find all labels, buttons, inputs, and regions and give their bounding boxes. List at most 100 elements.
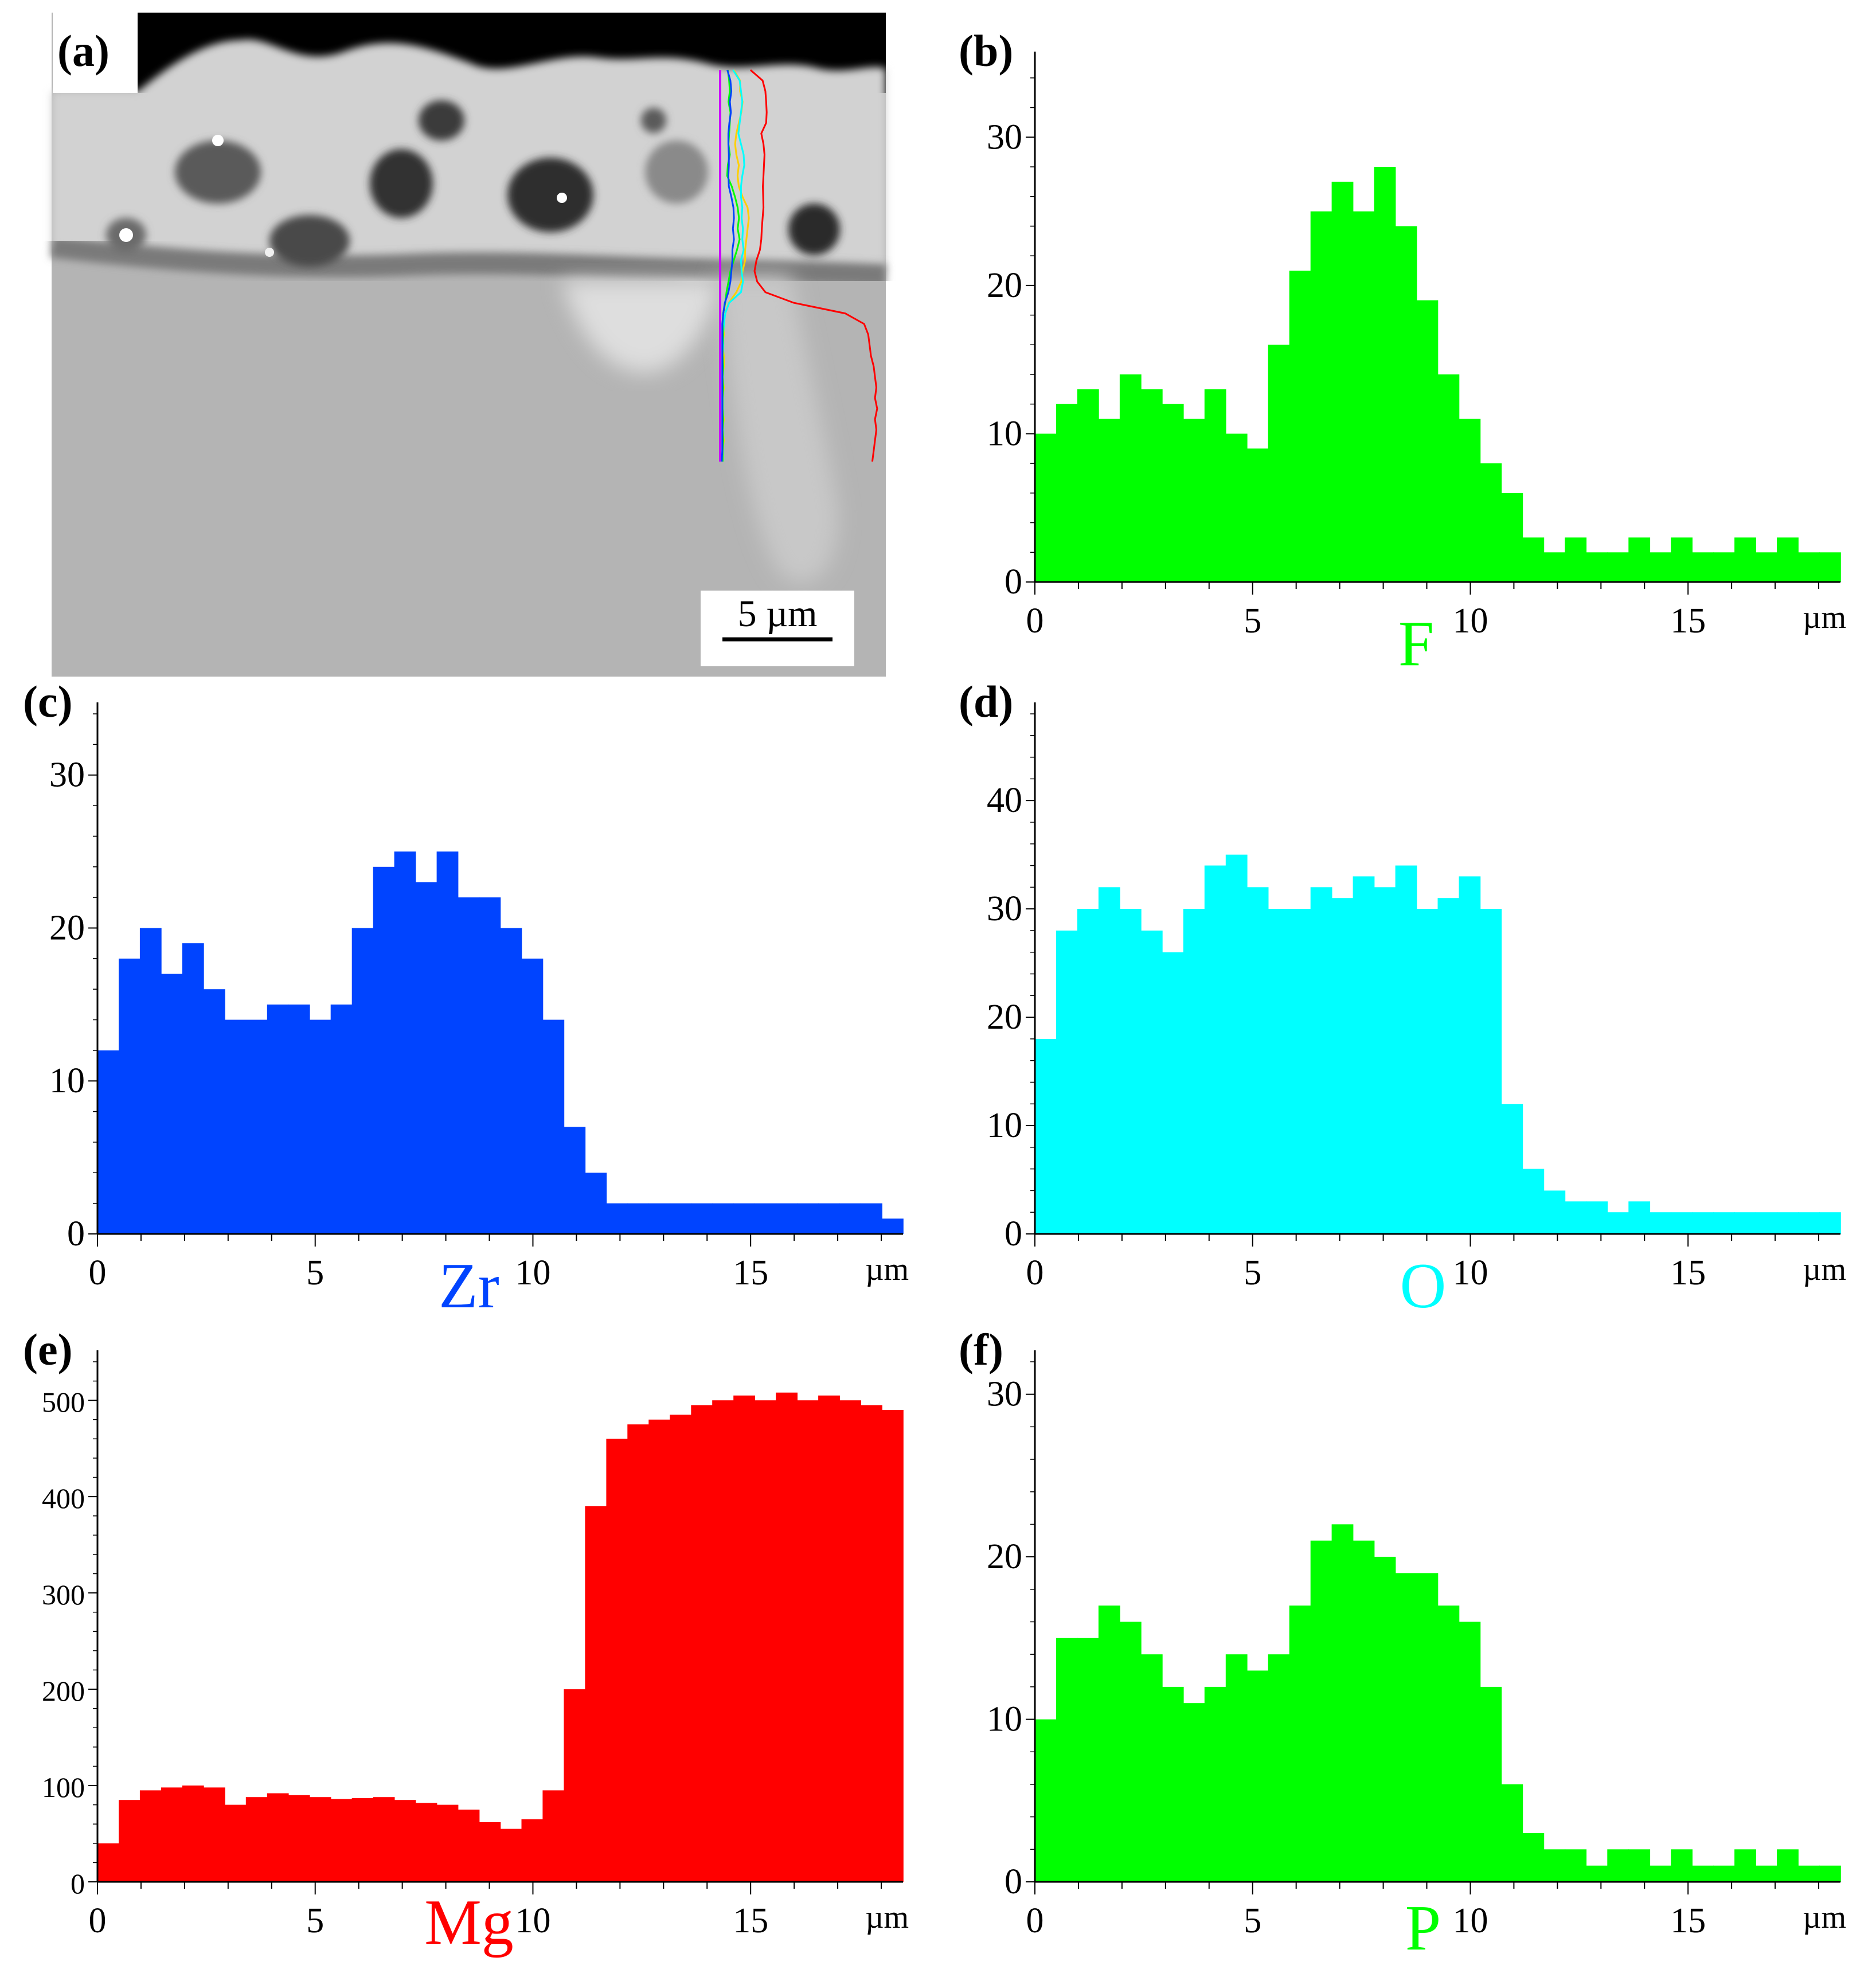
x-tick-label-Mg-10: 10 (515, 1901, 550, 1940)
bar-Mg-27 (670, 1415, 692, 1882)
bar-F-21 (1480, 463, 1502, 582)
y-tick-label-P-20: 20 (987, 1537, 1022, 1576)
y-tick-label-Mg-400: 400 (42, 1482, 85, 1514)
bar-O-17 (1395, 865, 1417, 1234)
bar-Zr-1 (119, 958, 140, 1234)
bar-F-3 (1098, 419, 1120, 582)
bar-Mg-0 (97, 1843, 119, 1882)
panel-label-c: (c) (23, 677, 73, 726)
bar-P-12 (1289, 1605, 1311, 1882)
bar-O-27 (1607, 1212, 1629, 1234)
y-tick-label-O-30: 30 (987, 889, 1022, 928)
bar-P-30 (1671, 1849, 1693, 1882)
bar-O-11 (1268, 909, 1290, 1234)
bar-Zr-16 (436, 851, 459, 1234)
panel-label-b: (b) (959, 26, 1013, 76)
bar-Zr-28 (691, 1203, 713, 1234)
bar-P-11 (1268, 1654, 1290, 1882)
bar-Mg-2 (139, 1790, 162, 1882)
x-unit-Mg: µm (865, 1900, 909, 1935)
bar-O-6 (1162, 952, 1184, 1234)
bar-O-14 (1331, 898, 1354, 1234)
bar-Mg-29 (712, 1400, 734, 1882)
x-tick-label-F-5: 5 (1244, 601, 1261, 640)
bar-Zr-2 (139, 928, 162, 1234)
bar-Mg-6 (224, 1804, 247, 1882)
bar-P-23 (1522, 1833, 1545, 1882)
x-tick-label-P-10: 10 (1452, 1901, 1488, 1940)
bar-F-1 (1056, 404, 1078, 582)
bar-F-15 (1353, 211, 1375, 583)
bar-P-18 (1416, 1573, 1439, 1882)
bar-O-37 (1819, 1212, 1841, 1234)
bar-Mg-33 (797, 1400, 819, 1882)
scale-bar-label: 5 µm (738, 593, 818, 635)
panel-label-e: (e) (23, 1325, 73, 1374)
chart-P: 0 5 10 15 µm 0 10 20 30 (987, 1350, 1846, 1940)
x-tick-label-Zr-10: 10 (515, 1253, 550, 1292)
bar-F-27 (1607, 552, 1629, 582)
chart-O: 0 5 10 15 µm 0 10 20 30 40 (987, 702, 1846, 1292)
bar-O-24 (1543, 1190, 1566, 1234)
bar-O-19 (1437, 898, 1460, 1234)
sem-linescan (719, 69, 878, 462)
bar-P-25 (1565, 1849, 1587, 1882)
bar-O-16 (1374, 887, 1396, 1234)
bar-P-29 (1650, 1865, 1671, 1882)
bar-P-37 (1819, 1865, 1841, 1882)
x-tick-label-Zr-0: 0 (89, 1253, 107, 1292)
y-tick-label-F-20: 20 (987, 266, 1022, 305)
x-tick-label-Mg-5: 5 (306, 1901, 324, 1940)
bar-Zr-0 (97, 1050, 119, 1234)
bar-Mg-26 (648, 1419, 671, 1882)
bar-Mg-16 (436, 1804, 459, 1882)
bar-Mg-17 (458, 1810, 480, 1882)
bar-P-0 (1035, 1719, 1057, 1882)
bar-P-7 (1183, 1703, 1205, 1882)
element-label-O: O (1400, 1251, 1447, 1322)
bar-P-20 (1459, 1622, 1481, 1882)
bar-O-20 (1459, 876, 1481, 1234)
x-tick-label-P-15: 15 (1670, 1901, 1706, 1940)
x-unit-F: µm (1803, 600, 1846, 635)
bar-O-26 (1586, 1201, 1608, 1234)
bar-Zr-33 (797, 1203, 819, 1234)
bar-Zr-22 (564, 1127, 586, 1234)
bar-Zr-7 (245, 1019, 268, 1234)
bar-O-3 (1098, 887, 1120, 1234)
y-tick-label-Mg-200: 200 (42, 1675, 85, 1707)
bar-Zr-21 (542, 1019, 565, 1234)
bar-F-9 (1225, 433, 1248, 582)
bar-Mg-21 (542, 1790, 565, 1882)
x-unit-P: µm (1803, 1900, 1846, 1935)
sem-interface-line (50, 236, 886, 286)
bar-F-36 (1798, 552, 1820, 582)
panel-a-micrograph: (a) 5 µm (50, 13, 886, 677)
bar-Mg-24 (606, 1439, 628, 1882)
bar-F-35 (1777, 537, 1799, 582)
bar-P-4 (1119, 1622, 1142, 1882)
bar-O-23 (1522, 1169, 1545, 1234)
bar-Zr-5 (203, 989, 225, 1234)
bar-Mg-9 (288, 1795, 310, 1882)
y-tick-label-F-10: 10 (987, 414, 1022, 453)
bar-Zr-11 (330, 1004, 353, 1234)
bar-P-31 (1692, 1865, 1714, 1882)
bar-P-22 (1501, 1784, 1523, 1882)
bar-O-1 (1056, 930, 1078, 1234)
bar-P-13 (1310, 1540, 1332, 1882)
panel-label-d: (d) (959, 677, 1013, 726)
bar-F-37 (1819, 552, 1841, 582)
bar-Zr-26 (648, 1203, 671, 1234)
bar-O-13 (1310, 887, 1332, 1234)
bar-P-5 (1140, 1654, 1163, 1882)
element-label-P: P (1405, 1893, 1441, 1964)
bar-F-6 (1162, 404, 1184, 582)
bar-P-36 (1798, 1865, 1820, 1882)
y-tick-label-O-20: 20 (987, 998, 1022, 1037)
x-tick-label-P-0: 0 (1026, 1901, 1044, 1940)
bar-F-26 (1586, 552, 1608, 582)
bar-Mg-30 (733, 1395, 755, 1882)
x-tick-label-F-15: 15 (1670, 601, 1706, 640)
bar-Zr-23 (585, 1173, 607, 1234)
